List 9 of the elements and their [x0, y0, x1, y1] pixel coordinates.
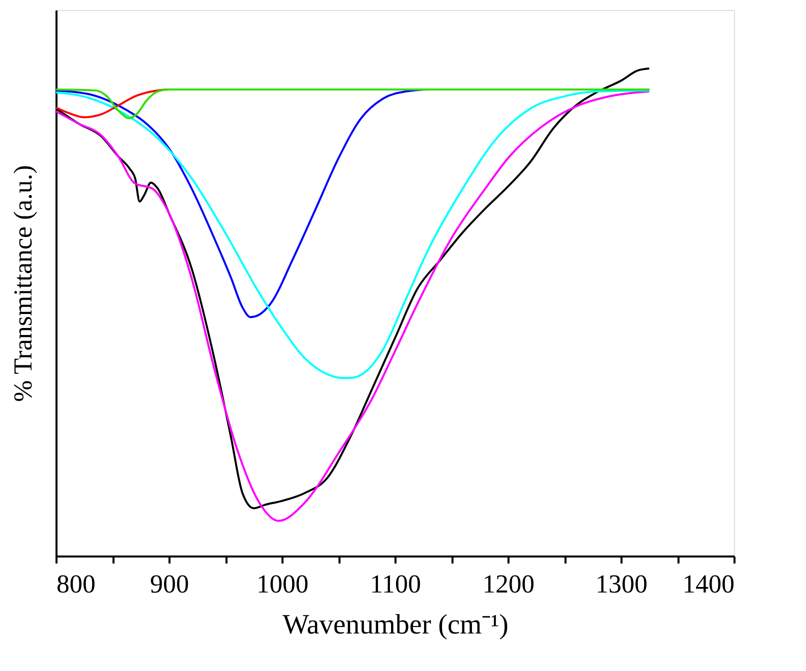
x-tick-label: 1000 — [256, 570, 308, 598]
x-tick-label: 900 — [150, 570, 189, 598]
x-tick-label: 1200 — [482, 570, 534, 598]
x-tick-label: 1100 — [370, 570, 422, 598]
x-axis-title: Wavenumber (cm⁻¹) — [282, 610, 508, 640]
x-tick-label: 1400 — [682, 570, 734, 598]
x-tick-label: 1300 — [596, 570, 648, 598]
x-tick-label: 800 — [56, 570, 96, 598]
y-axis-title: % Transmittance (a.u.) — [8, 165, 38, 402]
